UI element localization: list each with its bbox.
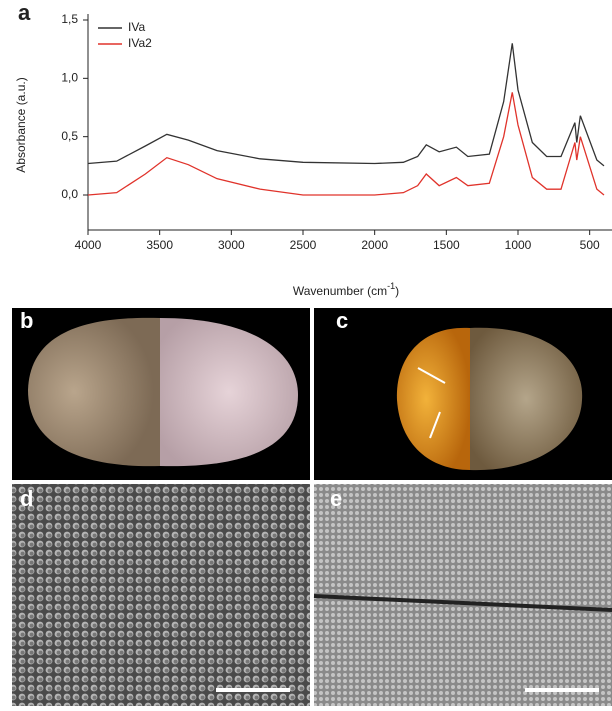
scale-bar — [525, 688, 599, 692]
panel-label: a — [18, 0, 31, 25]
scale-bar — [216, 688, 290, 692]
x-tick-label: 1500 — [433, 238, 460, 252]
x-axis-label: Wavenumber (cm-1) — [293, 281, 399, 298]
x-tick-label: 3500 — [146, 238, 173, 252]
x-tick-label: 2500 — [290, 238, 317, 252]
y-tick-label: 1,5 — [61, 12, 78, 26]
series-line — [88, 43, 604, 166]
y-axis-label: Absorbance (a.u.) — [14, 77, 28, 172]
spectrum-chart: a Absorbance (a.u.) Wavenumber (cm-1) 0,… — [14, 0, 612, 298]
figure: a Absorbance (a.u.) Wavenumber (cm-1) 0,… — [0, 0, 612, 706]
y-tick-label: 0,0 — [61, 187, 78, 201]
panel-d-image — [12, 484, 310, 706]
x-tick-label: 500 — [580, 238, 600, 252]
photo-panels — [12, 308, 612, 706]
legend-label: IVa2 — [128, 36, 152, 50]
x-label-sup: -1 — [387, 281, 395, 291]
panel-label: c — [336, 308, 348, 333]
panel-e-image — [314, 484, 612, 706]
x-tick-label: 4000 — [75, 238, 102, 252]
x-tick-label: 2000 — [361, 238, 388, 252]
x-label-end: ) — [395, 284, 399, 298]
y-tick-label: 0,5 — [61, 129, 78, 143]
y-tick-label: 1,0 — [61, 71, 78, 85]
legend-label: IVa — [128, 20, 145, 34]
panel-label: e — [330, 486, 342, 511]
panel-label: d — [20, 486, 33, 511]
x-label-text: Wavenumber (cm — [293, 284, 387, 298]
x-tick-label: 1000 — [505, 238, 532, 252]
panel-label: b — [20, 308, 33, 333]
series-line — [88, 92, 604, 195]
x-tick-label: 3000 — [218, 238, 245, 252]
